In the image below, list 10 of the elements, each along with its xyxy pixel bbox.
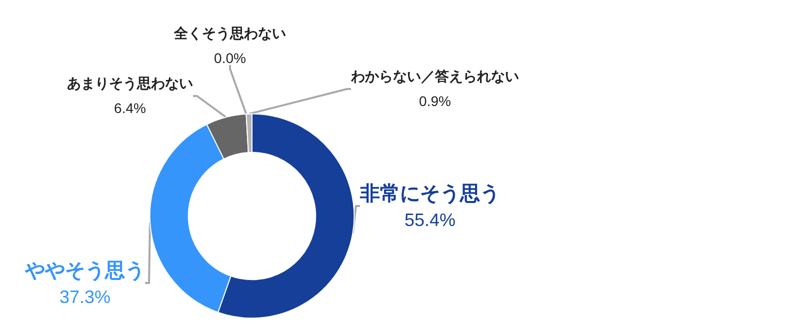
data-label: 0.9% xyxy=(419,93,451,109)
data-label: 6.4% xyxy=(114,100,146,116)
category-label: 全くそう思わない xyxy=(174,26,286,42)
data-label: 37.3% xyxy=(59,287,111,307)
data-label: 55.4% xyxy=(404,210,456,230)
slice-label: わからない／答えられない xyxy=(350,69,519,85)
text: 0.0% xyxy=(214,50,246,66)
slice-label: 非常にそう思う xyxy=(359,181,500,205)
slice-label: ややそう思う xyxy=(24,258,145,282)
slice-label: あまりそう思わない xyxy=(67,76,193,92)
